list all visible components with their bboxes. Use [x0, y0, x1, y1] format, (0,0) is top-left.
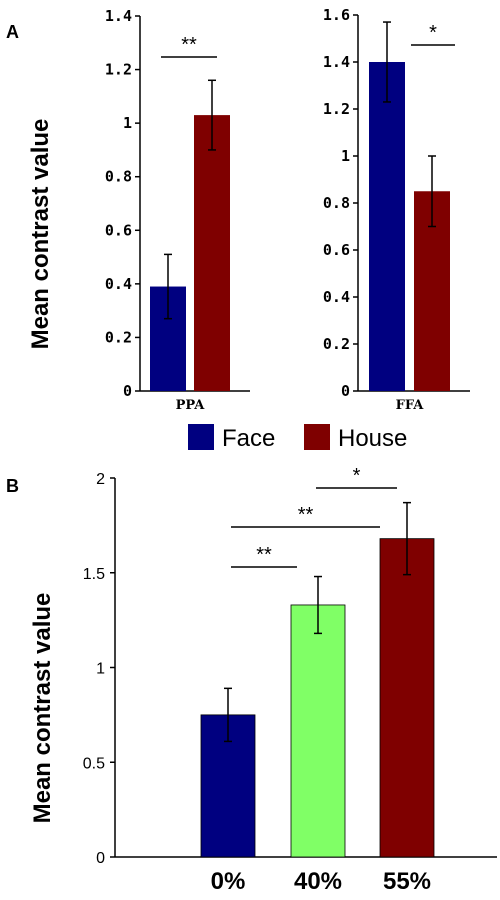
ffa-significance-label: *: [429, 22, 437, 44]
ffa-ytick-label: 1.6: [323, 6, 350, 24]
legend-face-swatch: [188, 424, 214, 450]
b-significance-label: *: [353, 465, 361, 487]
ffa-ytick-label: 1.2: [323, 100, 350, 118]
ffa-ytick-label: 0.2: [323, 335, 350, 353]
ppa-ytick-label: 1.2: [105, 61, 132, 79]
ffa-ytick-label: 0: [341, 382, 350, 400]
b-bar-1: [290, 604, 346, 858]
b-ytick-label: 0.5: [83, 755, 105, 772]
ppa-ytick-label: 0.2: [105, 328, 132, 346]
b-significance-label: **: [298, 504, 314, 526]
chart-ffa: 0 0.2 0.4 0.6 0.8 1 1.2 1.4 1.6 FFA *: [323, 6, 470, 413]
ffa-ytick-label: 0.4: [323, 288, 350, 306]
chart-coherence: 00.511.520% 40% 55%*****: [83, 465, 497, 895]
ppa-ytick-label: 1.4: [105, 7, 132, 25]
b-ytick-label: 2: [96, 471, 105, 488]
ppa-category-label: PPA: [176, 398, 206, 413]
panel-a-label: A: [6, 22, 19, 42]
b-bar-2: [379, 538, 435, 858]
ppa-ytick-label: 0.6: [105, 221, 132, 239]
ppa-ytick-label: 0.4: [105, 275, 132, 293]
ppa-bar-house: [194, 115, 230, 391]
ppa-ytick-label: 1: [123, 114, 132, 132]
b-ytick-label: 0: [96, 850, 105, 867]
b-ytick-label: 1.5: [83, 566, 105, 583]
legend-house-swatch: [304, 424, 330, 450]
legend-face-label: Face: [222, 425, 275, 452]
ffa-ytick-label: 1: [341, 147, 350, 165]
ffa-category-label: FFA: [396, 398, 425, 413]
legend-house-label: House: [338, 425, 407, 452]
ffa-ytick-label: 0.6: [323, 241, 350, 259]
b-significance-label: **: [256, 544, 272, 566]
b-category-label: 0%: [211, 868, 246, 895]
ppa-ytick-label: 0: [123, 382, 132, 400]
ppa-significance-label: **: [181, 34, 197, 56]
ffa-bar-face: [369, 62, 405, 391]
ffa-ytick-label: 1.4: [323, 53, 350, 71]
panel-b-ylabel: Mean contrast value: [29, 593, 56, 824]
ppa-ytick-label: 0.8: [105, 168, 132, 186]
ffa-ytick-label: 0.8: [323, 194, 350, 212]
panel-a-ylabel: Mean contrast value: [27, 119, 54, 350]
b-category-label: 40%: [294, 868, 342, 895]
panel-b-label: B: [6, 476, 19, 496]
b-category-label: 55%: [383, 868, 431, 895]
chart-ppa: 0 0.2 0.4 0.6 0.8 1 1.2 1.4 PPA **: [105, 7, 250, 413]
b-ytick-label: 1: [96, 661, 105, 678]
